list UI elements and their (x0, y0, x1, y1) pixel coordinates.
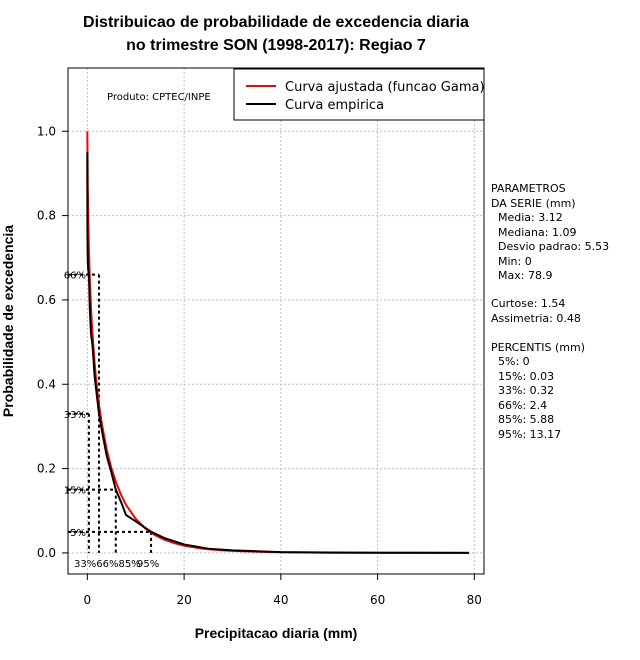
percentile-label: 66% (64, 271, 86, 282)
x-tick-label: 0 (84, 593, 92, 607)
legend-box (233, 68, 485, 121)
legend: Curva ajustada (funcao Gama) Curva empir… (233, 68, 485, 121)
stats-media: Media: 3.12 (498, 211, 563, 224)
stats-p5: 5%: 0 (498, 355, 530, 368)
plot-frame (67, 67, 485, 575)
stats-p33: 33%: 0.32 (498, 384, 554, 397)
legend-label-empirical: Curva empirica (285, 98, 384, 113)
empirical-curve (86, 152, 470, 554)
x-axis-title: Precipitacao diaria (mm) (195, 625, 358, 641)
stats-max: Max: 78.9 (498, 269, 552, 282)
y-tick-label: 0.8 (37, 209, 56, 223)
stats-header-2: DA SERIE (mm) (491, 197, 576, 210)
percentile-label: 15% (64, 486, 86, 497)
stats-percentis-header: PERCENTIS (mm) (491, 341, 585, 354)
stats-panel: PARAMETROS DA SERIE (mm) Media: 3.12 Med… (491, 182, 609, 441)
y-axis-title: Probabilidade de excedencia (0, 225, 16, 417)
stats-assimetria: Assimetria: 0.48 (491, 312, 581, 325)
product-label: Produto: CPTEC/INPE (107, 92, 211, 103)
bottom-percentile-label-95: 95% (137, 559, 159, 570)
fitted-gamma-curve (86, 131, 469, 554)
stats-p15: 15%: 0.03 (498, 370, 554, 383)
x-tick-label: 40 (273, 593, 288, 607)
x-tick-label: 60 (370, 593, 385, 607)
stats-mediana: Mediana: 1.09 (498, 226, 576, 239)
stats-p85: 85%: 5.88 (498, 413, 554, 426)
x-tick-label: 80 (467, 593, 482, 607)
y-tick-label: 0.4 (37, 377, 56, 391)
percentile-labels: 66% 33% 15% 5% (64, 271, 86, 539)
series-group (86, 131, 470, 554)
grid-lines (68, 68, 484, 574)
bottom-percentile-labels: 33%66%85% (74, 559, 141, 570)
percentile-label: 5% (70, 528, 86, 539)
stats-curtose: Curtose: 1.54 (491, 297, 565, 310)
y-tick-label: 0.6 (37, 293, 56, 307)
x-tick-label: 20 (176, 593, 191, 607)
chart-title-line2: no trimestre SON (1998-2017): Regiao 7 (126, 37, 426, 54)
stats-desvio: Desvio padrao: 5.53 (498, 240, 609, 253)
stats-min: Min: 0 (498, 255, 532, 268)
stats-p66: 66%: 2.4 (498, 399, 547, 412)
y-tick-label: 0.0 (37, 546, 56, 560)
y-tick-label: 0.2 (37, 462, 56, 476)
percentile-label: 33% (64, 410, 86, 421)
legend-label-fitted: Curva ajustada (funcao Gama) (285, 80, 485, 95)
y-tick-label: 1.0 (37, 124, 56, 138)
y-axis: 0.0 0.2 0.4 0.6 0.8 1.0 (37, 124, 68, 560)
x-axis: 0 20 40 60 80 (84, 574, 482, 607)
stats-header-1: PARAMETROS (491, 182, 566, 195)
chart-title-line1: Distribuicao de probabilidade de exceden… (83, 14, 469, 31)
stats-p95: 95%: 13.17 (498, 428, 561, 441)
